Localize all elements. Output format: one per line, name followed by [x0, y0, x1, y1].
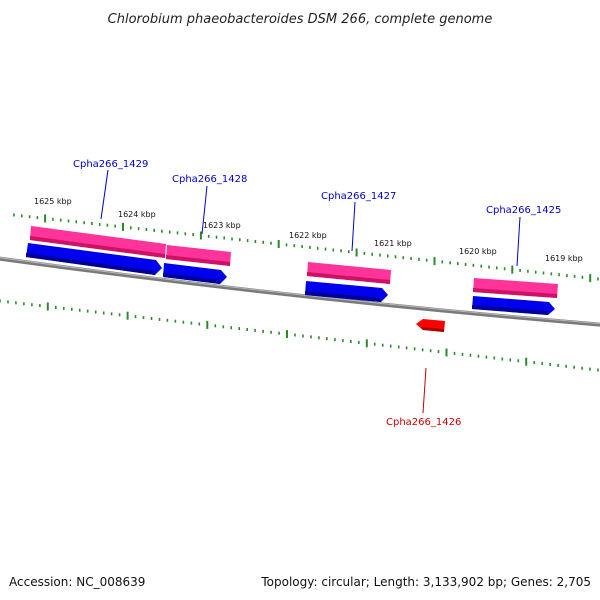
label-leader-cpha266-1427	[351, 201, 356, 252]
gene-arrow-shade-cpha266-1428	[163, 273, 220, 284]
tick-label-1624: 1624 kbp	[118, 210, 156, 219]
tick-label-1619: 1619 kbp	[545, 254, 583, 263]
label-leader-cpha266-1425	[516, 216, 521, 267]
label-leader-cpha266-1426	[422, 367, 427, 414]
gene-label-cpha266-1427[interactable]: Cpha266_1427	[321, 191, 396, 202]
gene-arrow-shade-cpha266-1429	[26, 253, 155, 275]
cds-bar-shade-cpha266-1427	[307, 272, 390, 284]
genome-backbone	[0, 256, 600, 327]
outer-tick-ring	[13, 213, 599, 283]
gene-label-cpha266-1428[interactable]: Cpha266_1428	[172, 174, 247, 185]
gene-arrow-cpha266-1429[interactable]	[26, 243, 162, 275]
accession-text: Accession: NC_008639	[9, 575, 145, 589]
inner-tick-ring	[0, 299, 599, 372]
genome-backbone-highlight	[0, 257, 600, 325]
gene-arrow-shade-cpha266-1427	[305, 291, 381, 302]
label-leader-cpha266-1429	[100, 169, 109, 220]
gene-label-cpha266-1426[interactable]: Cpha266_1426	[386, 417, 461, 428]
tick-label-1625: 1625 kbp	[34, 197, 72, 206]
gene-arrow-shade-cpha266-1425	[472, 305, 548, 315]
tick-label-1621: 1621 kbp	[374, 239, 412, 248]
gene-cpha266-1426[interactable]: Cpha266_1426	[386, 319, 461, 428]
tick-label-1622: 1622 kbp	[289, 231, 327, 240]
tick-label-1620: 1620 kbp	[459, 247, 497, 256]
map-title: Chlorobium phaeobacteroides DSM 266, com…	[108, 12, 493, 27]
cds-bar-shade-cpha266-1428	[166, 255, 230, 266]
genome-summary-text: Topology: circular; Length: 3,133,902 bp…	[260, 575, 591, 589]
gene-cpha266-1428[interactable]: Cpha266_1428	[163, 174, 247, 284]
gene-label-cpha266-1429[interactable]: Cpha266_1429	[73, 159, 148, 170]
cds-bar-shade-cpha266-1425	[473, 288, 557, 298]
gene-cpha266-1427[interactable]: Cpha266_1427	[305, 191, 396, 302]
cds-bar-shade-cpha266-1429	[30, 236, 165, 258]
gene-arrow-shade-cpha266-1426	[420, 327, 444, 332]
gene-cpha266-1429[interactable]: Cpha266_1429	[26, 159, 166, 275]
gene-cpha266-1425[interactable]: Cpha266_1425	[472, 205, 561, 315]
label-leader-cpha266-1428	[201, 185, 208, 235]
tick-label-1623: 1623 kbp	[203, 221, 241, 230]
gene-label-cpha266-1425[interactable]: Cpha266_1425	[486, 205, 561, 216]
